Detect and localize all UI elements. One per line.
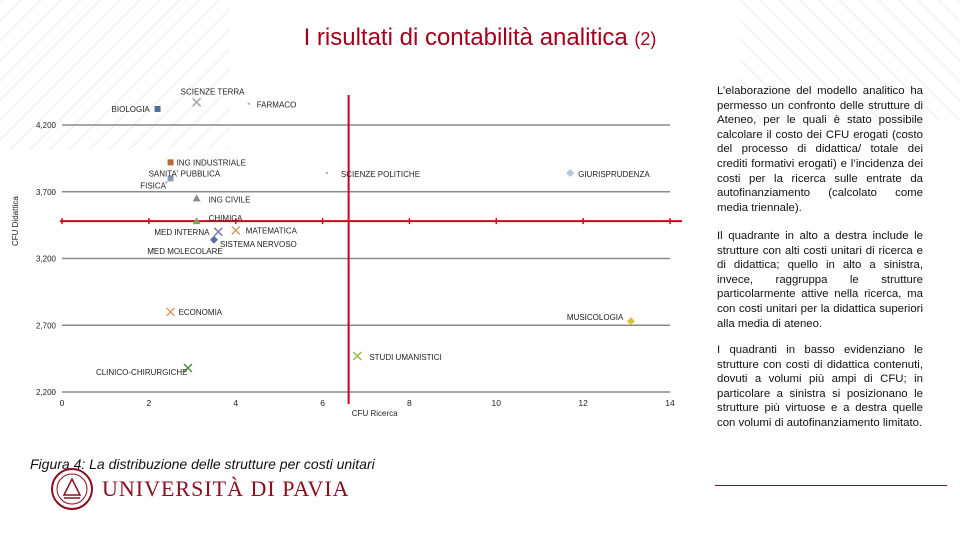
point-marker — [167, 159, 174, 166]
point-marker — [167, 175, 174, 182]
point-marker — [183, 363, 193, 373]
point-label: FISICA — [140, 181, 166, 190]
point-marker — [626, 317, 635, 326]
y-axis-label: CFU Didattica — [11, 196, 20, 246]
point-label: BIOLOGIA — [112, 105, 151, 114]
university-logo: UNIVERSITÀ DI PAVIA — [50, 466, 350, 512]
text-block-intro: L’elaborazione del modello analitico ha … — [717, 85, 923, 214]
point-label: ING INDUSTRIALE — [177, 158, 246, 167]
point-marker — [166, 307, 176, 317]
data-point — [167, 175, 174, 182]
y-tick-label: 2,200 — [36, 388, 57, 397]
point-label: SISTEMA NERVOSO — [220, 240, 297, 249]
data-point — [626, 317, 635, 326]
point-label: SCIENZE POLITICHE — [341, 170, 420, 179]
y-tick-label: 3,200 — [36, 255, 57, 264]
y-tick-label: 3,700 — [36, 188, 57, 197]
x-tick-label: 8 — [407, 398, 412, 408]
point-label: CHIMICA — [209, 214, 243, 223]
point-marker — [352, 351, 362, 361]
x-axis-label: CFU Ricerca — [352, 409, 398, 418]
footer-divider — [715, 485, 947, 486]
point-label: MED INTERNA — [154, 228, 210, 237]
data-point — [566, 169, 575, 178]
point-label: SANITA' PUBBLICA — [149, 169, 221, 178]
point-marker — [231, 225, 241, 235]
slide-title: I risultati di contabilità analitica (2) — [0, 24, 960, 52]
point-label: FARMACO — [257, 101, 297, 110]
x-tick-label: 12 — [578, 398, 588, 408]
point-label: MED MOLECOLARE — [147, 247, 223, 256]
point-marker — [192, 217, 201, 225]
point-label: CLINICO-CHIRURGICHE — [96, 368, 188, 377]
data-point — [352, 351, 362, 361]
figure-caption: Figura 4: La distribuzione delle struttu… — [30, 456, 375, 472]
x-tick-label: 10 — [492, 398, 502, 408]
data-point — [325, 171, 329, 175]
text-block-upper-quadrants: Il quadrante in alto a destra include le… — [717, 230, 923, 330]
point-marker — [210, 235, 218, 244]
y-tick-label: 2,700 — [36, 321, 57, 330]
x-tick-label: 4 — [233, 398, 238, 408]
data-point — [166, 307, 176, 317]
data-point — [165, 181, 168, 184]
university-seal-icon — [51, 468, 93, 510]
scatter-chart: 2,200 2,700 3,200 3,700 4,200 0 2 4 6 8 10 12 14 CFU … — [11, 87, 682, 418]
point-label: ING CIVILE — [209, 195, 251, 204]
data-point — [154, 105, 161, 112]
data-point — [210, 235, 218, 244]
point-marker — [152, 247, 155, 251]
point-label: GIURISPRUDENZA — [578, 170, 650, 179]
data-point — [231, 225, 241, 235]
data-point — [192, 217, 201, 225]
data-point — [167, 159, 174, 166]
x-tick-label: 14 — [665, 398, 675, 408]
point-label: STUDI UMANISTICI — [369, 353, 441, 362]
data-point — [213, 227, 223, 237]
point-marker — [192, 97, 202, 107]
point-marker — [165, 181, 168, 184]
x-tick-label: 6 — [320, 398, 325, 408]
title-text: I risultati di contabilità analitica — [303, 24, 628, 51]
point-marker — [325, 171, 329, 175]
title-number: (2) — [634, 29, 657, 49]
point-marker — [213, 227, 223, 237]
y-tick-label: 4,200 — [36, 121, 57, 130]
x-tick-label: 2 — [146, 398, 151, 408]
point-label: MUSICOLOGIA — [567, 313, 624, 322]
point-label: MATEMATICA — [246, 226, 298, 235]
data-point — [152, 247, 155, 251]
point-label: ECONOMIA — [179, 308, 223, 317]
background-pattern-right — [740, 0, 960, 120]
university-name: UNIVERSITÀ DI PAVIA — [102, 476, 350, 501]
data-point — [247, 102, 250, 105]
text-block-lower-quadrants: I quadranti in basso evidenziano le stru… — [717, 344, 923, 429]
point-marker — [154, 105, 161, 112]
data-point — [192, 194, 201, 202]
point-marker — [247, 102, 250, 105]
point-marker — [192, 194, 201, 202]
data-point — [192, 97, 202, 107]
point-marker — [566, 169, 575, 178]
x-tick-label: 0 — [60, 398, 65, 408]
point-label: SCIENZE TERRA — [181, 87, 246, 96]
data-point — [183, 363, 193, 373]
